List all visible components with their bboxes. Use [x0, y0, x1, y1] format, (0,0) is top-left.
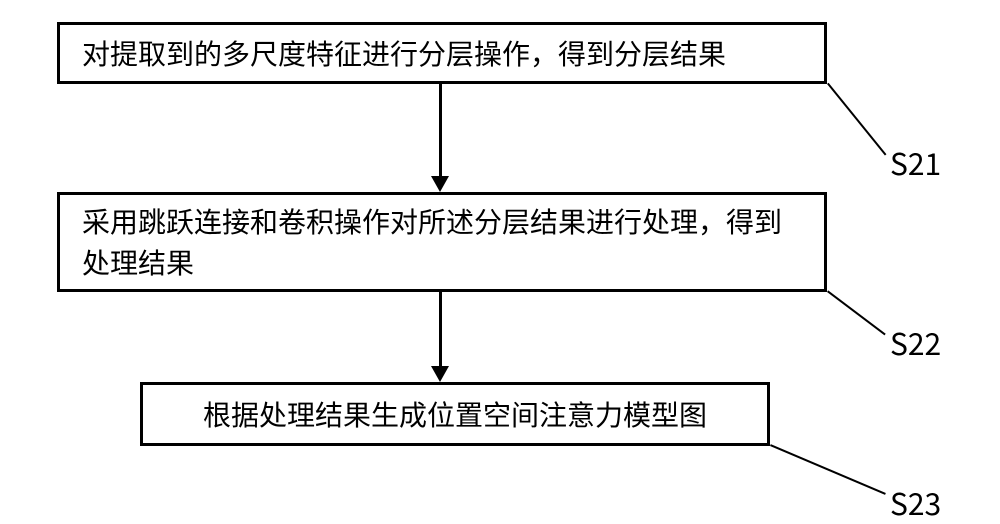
label-s23: S23 — [890, 480, 941, 524]
arrow-s21-s22-line — [439, 84, 442, 176]
label-s21: S21 — [890, 140, 941, 184]
step-s23-box: 根据处理结果生成位置空间注意力模型图 — [140, 382, 770, 446]
arrow-s22-s23-head — [431, 366, 449, 382]
step-s22-box: 采用跳跃连接和卷积操作对所述分层结果进行处理，得到处理结果 — [57, 192, 827, 292]
step-s21-box: 对提取到的多尺度特征进行分层操作，得到分层结果 — [57, 22, 827, 84]
leader-s23 — [770, 444, 886, 495]
arrow-s22-s23-line — [439, 292, 442, 366]
leader-s21 — [827, 83, 886, 156]
step-s22-text: 采用跳跃连接和卷积操作对所述分层结果进行处理，得到处理结果 — [82, 201, 802, 282]
flowchart-canvas: 对提取到的多尺度特征进行分层操作，得到分层结果 采用跳跃连接和卷积操作对所述分层… — [0, 0, 1000, 524]
step-s21-text: 对提取到的多尺度特征进行分层操作，得到分层结果 — [82, 33, 726, 74]
arrow-s21-s22-head — [431, 176, 449, 192]
step-s23-text: 根据处理结果生成位置空间注意力模型图 — [203, 394, 707, 435]
leader-s22 — [827, 290, 886, 335]
label-s22: S22 — [890, 320, 941, 364]
